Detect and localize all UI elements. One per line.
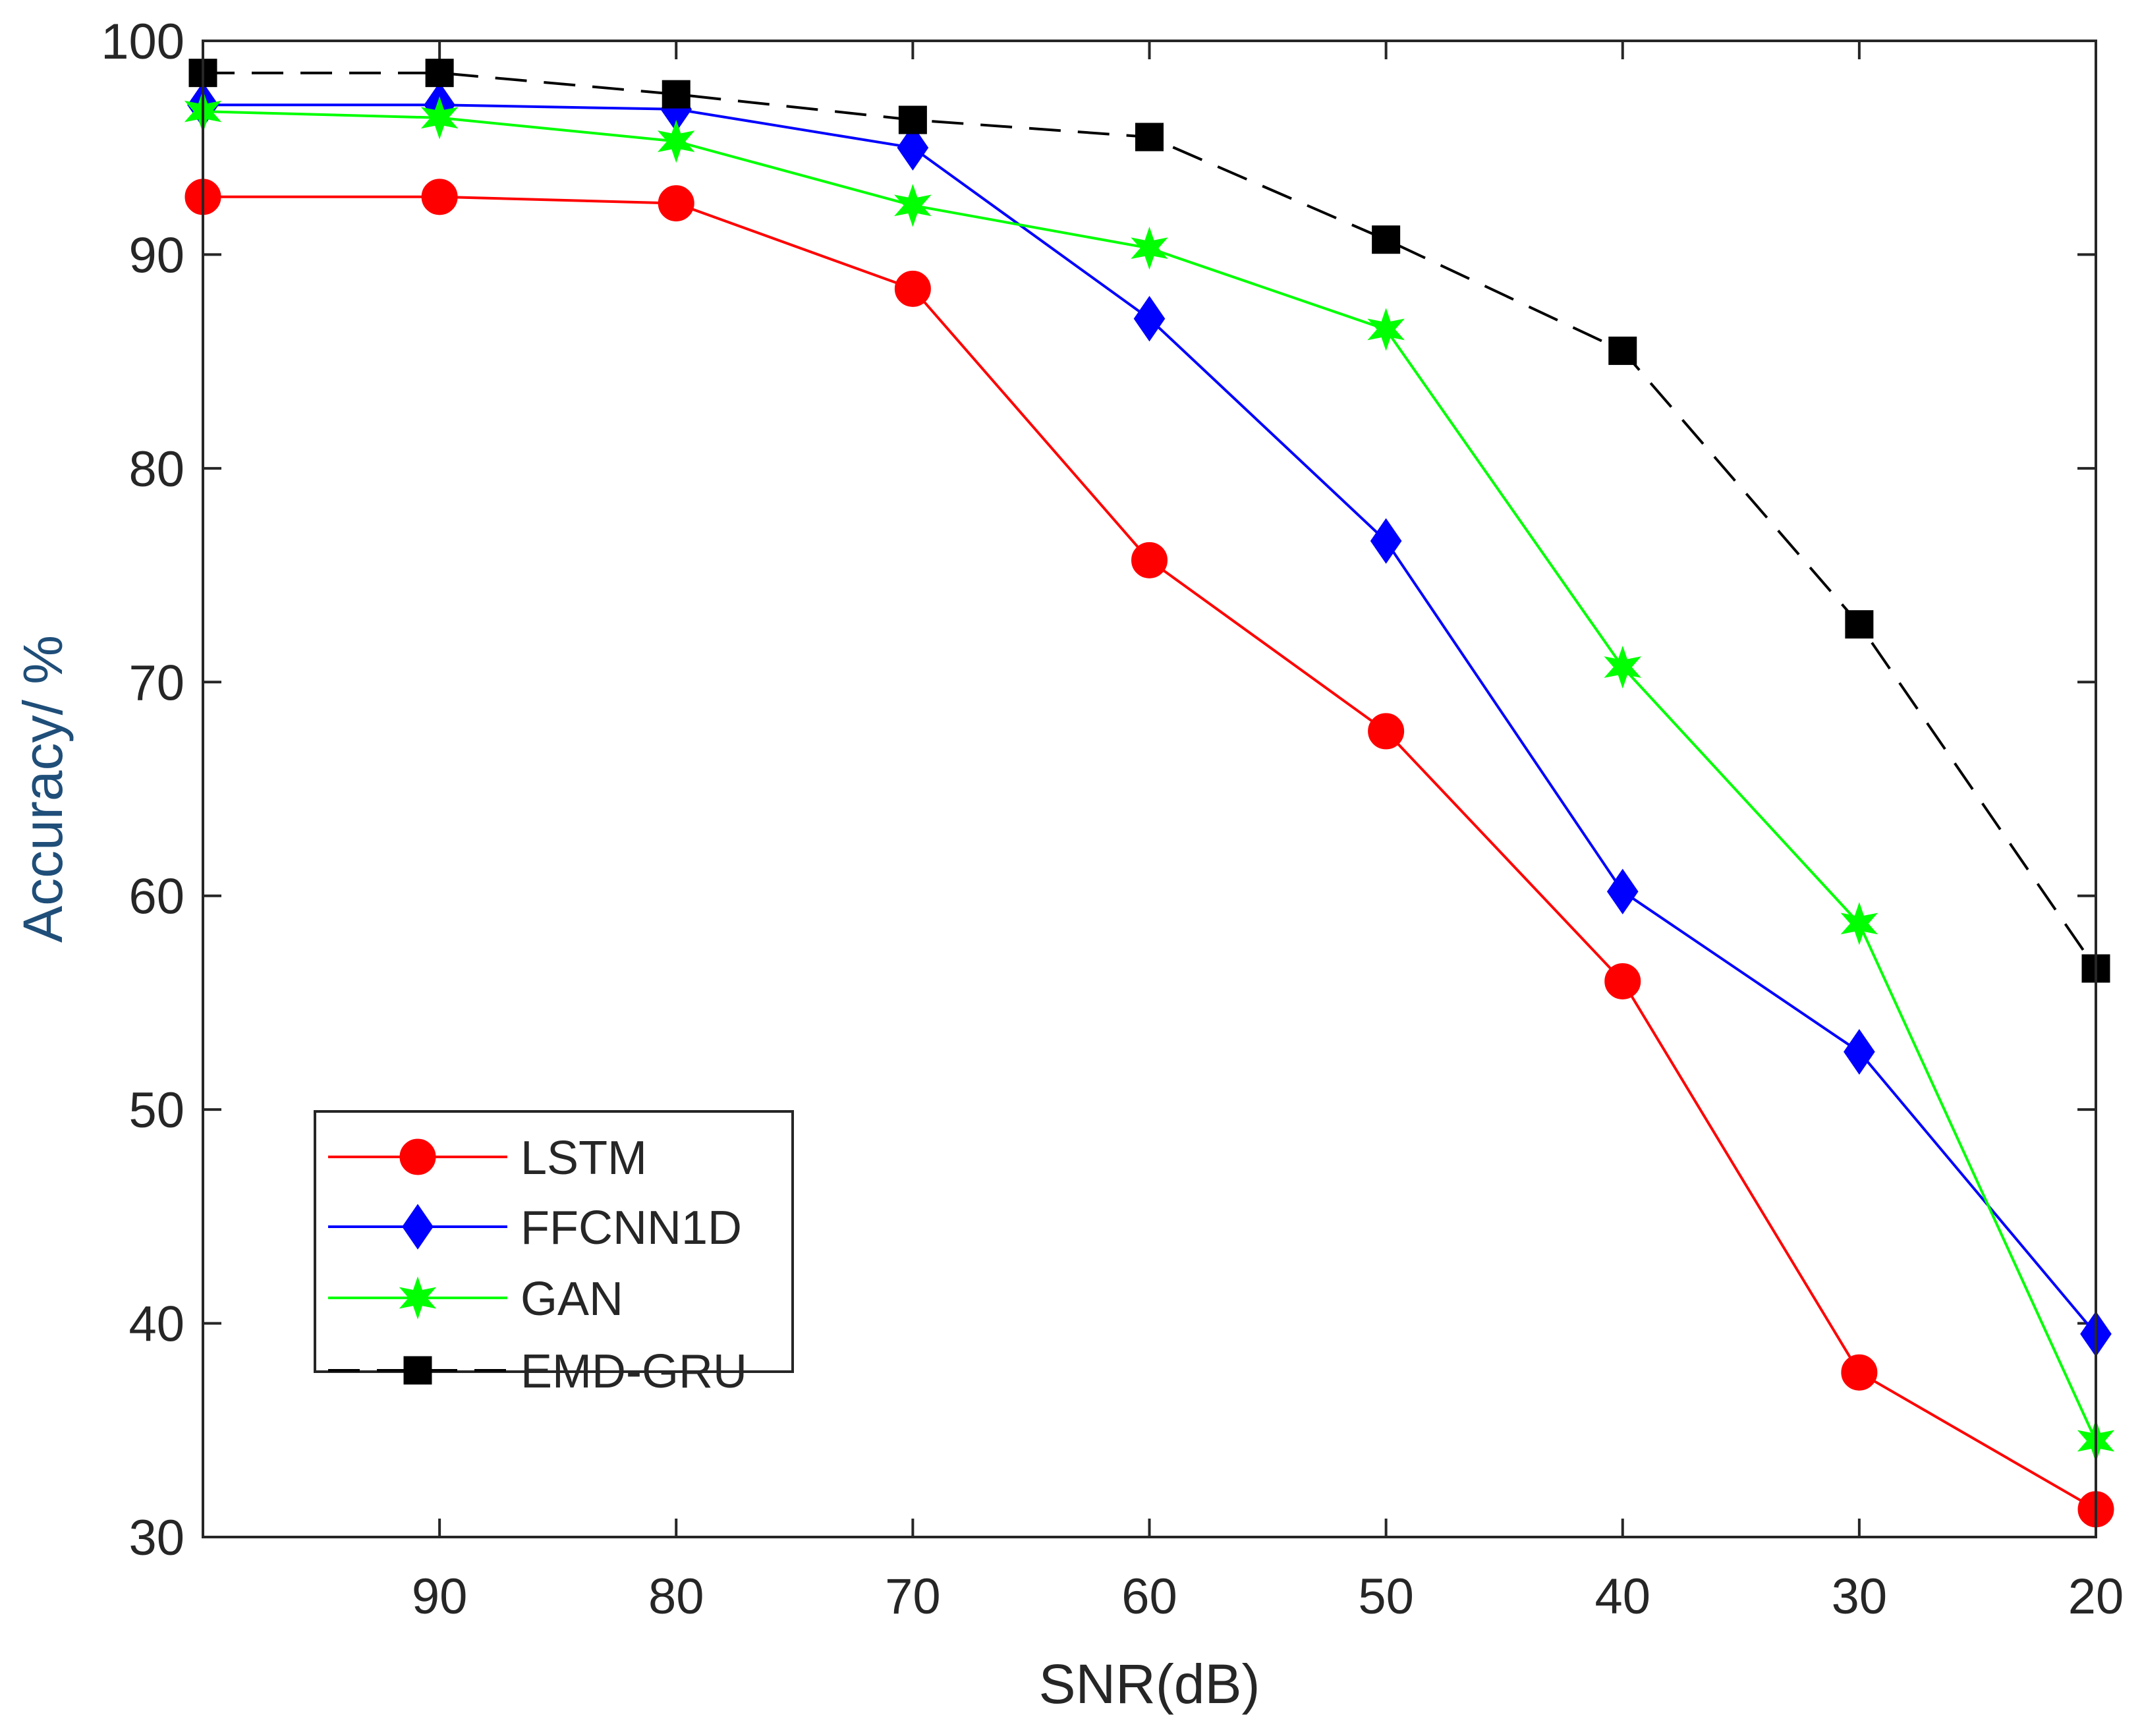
data-point-ffcnn1d [897,125,929,171]
data-point-gan [894,184,932,227]
x-tick-label: 90 [412,1569,468,1625]
y-tick-label: 60 [128,869,184,925]
legend-entry-lstm: LSTM [328,1132,647,1185]
legend: LSTM FFCNN1D GAN EMD-GRU [314,1110,794,1398]
legend-label-emd-gru: EMD-GRU [521,1345,747,1398]
legend-box [314,1110,794,1373]
data-point-ffcnn1d [1606,868,1639,914]
legend-label-lstm: LSTM [521,1132,647,1185]
series-layer [184,59,2115,1528]
axes: 30 40 50 60 70 80 90 100 90 80 70 60 50 40 30 20 [101,14,2124,1625]
y-tick-label: 40 [128,1297,184,1353]
y-tick-label: 70 [128,655,184,711]
x-tick-label: 80 [648,1569,704,1625]
data-point-gan [420,96,459,140]
data-point-gan [657,119,695,163]
data-point-gan [1367,308,1405,351]
data-point-emd-gru [1372,225,1401,254]
data-point-emd-gru [425,59,454,88]
legend-marker-emd-gru [403,1356,432,1385]
data-point-lstm [894,270,931,307]
legend-entry-gan: GAN [328,1273,623,1326]
legend-label-gan: GAN [521,1273,623,1326]
data-point-emd-gru [1845,610,1874,639]
legend-marker-ffcnn1d [402,1204,434,1250]
y-tick-label: 30 [128,1510,184,1566]
x-tick-label: 60 [1121,1569,1177,1625]
legend-marker-gan [399,1276,437,1320]
y-axis-label: Accuracy/ % [12,635,74,943]
data-point-lstm [1841,1354,1878,1391]
data-point-lstm [1131,542,1168,578]
plot-frame [202,40,2097,1538]
legend-marker-lstm [399,1138,436,1175]
data-point-gan [1131,227,1168,270]
y-tick-label: 90 [128,227,184,283]
x-tick-label: 20 [2068,1569,2124,1625]
data-point-emd-gru [662,80,691,109]
data-point-emd-gru [898,105,927,134]
x-axis-label: SNR(dB) [1038,1653,1260,1715]
x-tick-label: 70 [885,1569,941,1625]
data-point-lstm [421,179,458,215]
y-tick-label: 100 [101,14,184,70]
data-point-gan [1604,645,1642,689]
data-point-lstm [658,185,694,222]
x-tick-label: 40 [1594,1569,1650,1625]
y-tick-label: 50 [128,1082,184,1138]
data-point-lstm [1368,713,1405,750]
data-point-gan [1840,902,1878,945]
data-point-ffcnn1d [1370,518,1402,564]
legend-entry-ffcnn1d: FFCNN1D [328,1202,742,1254]
data-point-ffcnn1d [1133,296,1166,342]
y-tick-label: 80 [128,441,184,497]
x-tick-label: 50 [1358,1569,1414,1625]
data-point-ffcnn1d [1844,1028,1875,1075]
data-point-emd-gru [1608,336,1637,365]
data-point-emd-gru [1135,123,1164,152]
legend-entry-emd-gru: EMD-GRU [328,1345,747,1398]
legend-label-ffcnn1d: FFCNN1D [521,1202,742,1254]
data-point-lstm [1604,963,1641,999]
x-tick-label: 30 [1832,1569,1888,1625]
